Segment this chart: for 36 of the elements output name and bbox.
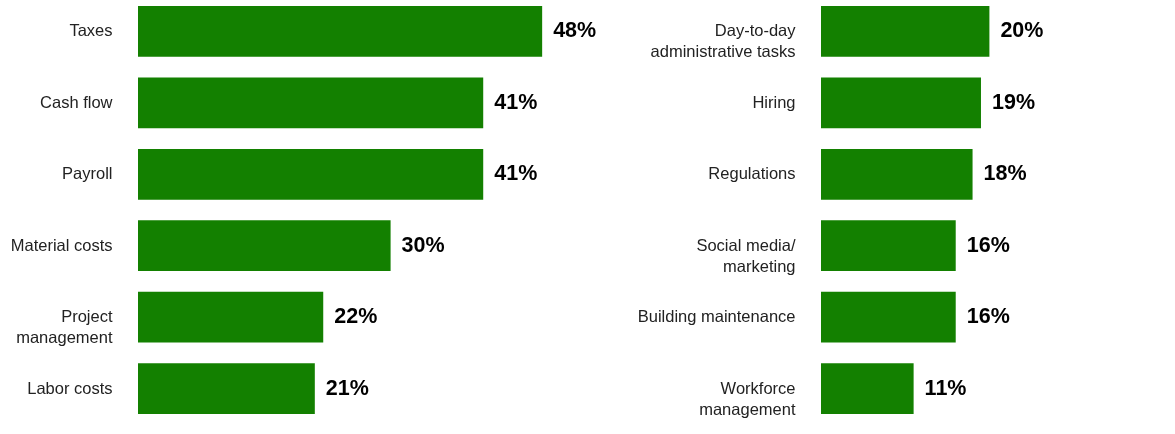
data-label: 22% <box>334 304 378 329</box>
bar <box>138 220 391 272</box>
data-label: 48% <box>553 18 597 43</box>
y-tick-label: Day-to-day administrative tasks <box>650 21 797 61</box>
data-label: 30% <box>401 232 445 257</box>
y-tick-label: Project management <box>16 307 113 347</box>
bar <box>821 77 981 129</box>
data-label: 20% <box>1000 18 1044 43</box>
y-tick-label: Regulations <box>708 164 796 183</box>
y-tick-label: Hiring <box>752 92 796 111</box>
bar <box>821 220 956 272</box>
y-tick-label: Workforce management <box>699 378 796 418</box>
y-tick-label: Material costs <box>10 235 113 254</box>
data-label: 41% <box>494 161 538 186</box>
y-tick-label: Taxes <box>69 21 113 40</box>
bar <box>821 363 914 414</box>
y-tick-label: Cash flow <box>40 92 113 111</box>
data-label: 11% <box>924 375 967 400</box>
bar <box>138 148 484 200</box>
bar <box>138 363 315 414</box>
data-label: 21% <box>325 375 369 400</box>
data-label: 41% <box>494 89 538 114</box>
bar <box>821 148 973 200</box>
bar <box>138 291 324 343</box>
y-tick-label: Building maintenance <box>637 307 796 326</box>
data-label: 19% <box>991 89 1036 114</box>
y-tick-label: Payroll <box>62 164 113 183</box>
y-tick-label: Social media/ marketing <box>696 235 796 275</box>
bar <box>821 6 990 57</box>
data-label: 18% <box>983 161 1027 186</box>
data-label: 16% <box>966 304 1010 329</box>
bar <box>821 291 956 343</box>
y-tick-label: Labor costs <box>27 378 113 397</box>
bar <box>138 77 484 129</box>
data-label: 16% <box>966 232 1010 257</box>
bar <box>138 6 543 57</box>
